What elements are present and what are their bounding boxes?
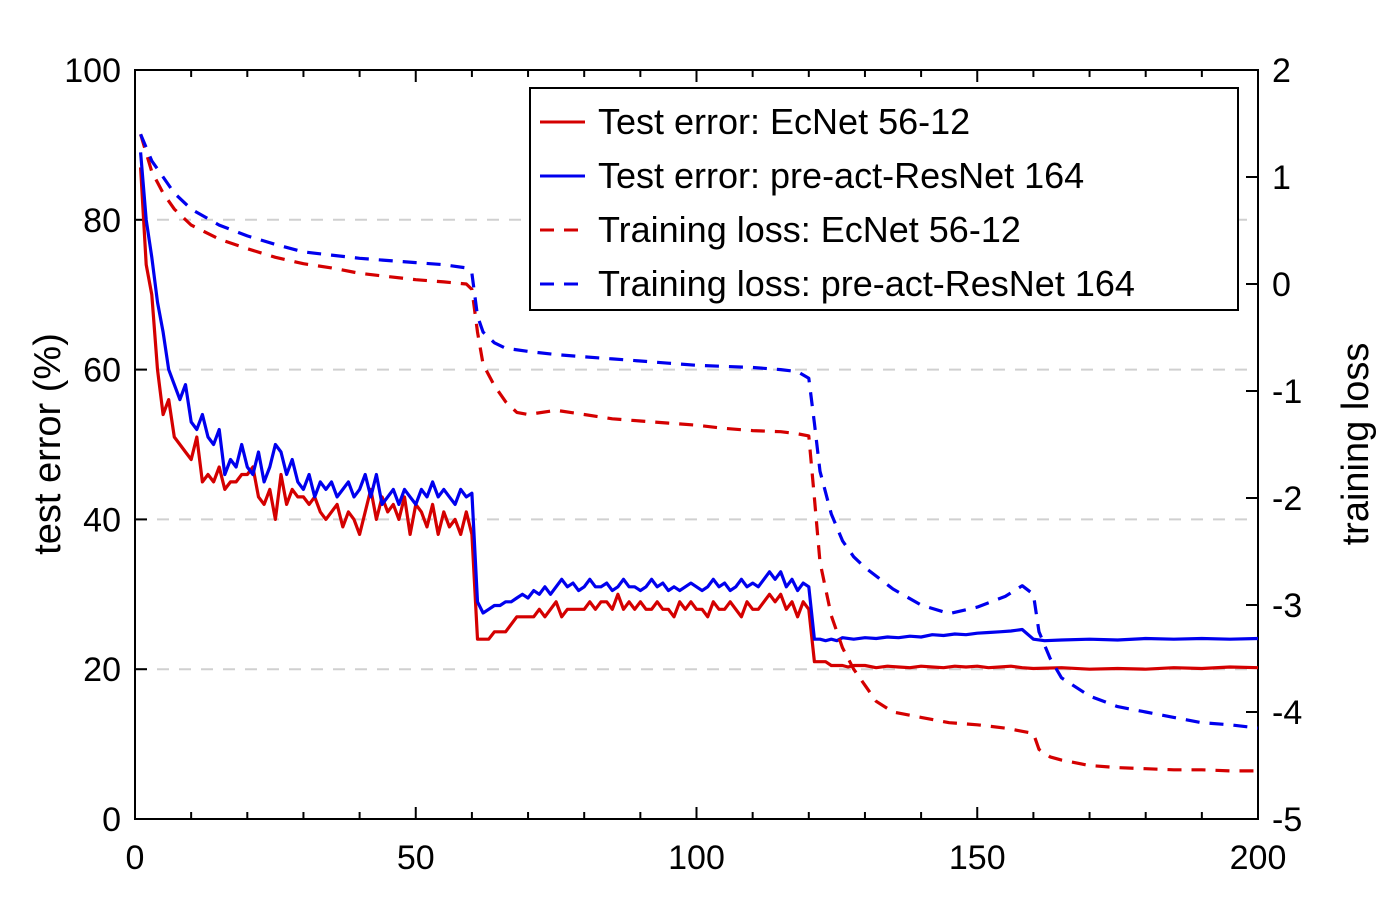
x-tick-label: 200 (1230, 839, 1287, 877)
x-tick-label: 100 (668, 839, 725, 877)
y-tick-label-left: 0 (102, 801, 121, 839)
y-tick-label-left: 40 (83, 501, 121, 539)
series-lines (139, 133, 1259, 773)
x-tick-label: 50 (397, 839, 435, 877)
legend-box (529, 87, 1239, 311)
series-line-0 (139, 167, 1259, 671)
y-tick-label-right: 0 (1272, 266, 1291, 304)
series-line-3 (139, 133, 1259, 730)
legend-label-ecnet-test: Test error: EcNet 56-12 (598, 101, 970, 142)
legend-label-resnet-loss: Training loss: pre-act-ResNet 164 (598, 263, 1135, 304)
legend-label-resnet-test: Test error: pre-act-ResNet 164 (598, 155, 1084, 196)
x-tick-label: 0 (126, 839, 145, 877)
y-tick-label-left: 20 (83, 651, 121, 689)
y-axis-label-left: test error (%) (27, 333, 69, 555)
y-tick-label-right: -1 (1272, 373, 1302, 411)
y-axis-label-right: training loss (1335, 343, 1377, 546)
y-tick-label-left: 60 (83, 352, 121, 390)
y-tick-label-right: -3 (1272, 587, 1302, 625)
legend-label-ecnet-loss: Training loss: EcNet 56-12 (598, 209, 1021, 250)
y-tick-label-right: -2 (1272, 480, 1302, 518)
y-tick-label-right: 1 (1272, 159, 1291, 197)
x-tick-label: 150 (949, 839, 1006, 877)
series-line-1 (139, 152, 1259, 643)
y-tick-label-right: -4 (1272, 694, 1302, 732)
y-tick-label-left: 80 (83, 202, 121, 240)
y-tick-label-right: -5 (1272, 801, 1302, 839)
legend: Test error: EcNet 56-12 Test error: pre-… (529, 87, 1239, 311)
series-line-2 (139, 133, 1258, 773)
y-tick-label-left: 100 (64, 52, 121, 90)
y-tick-label-right: 2 (1272, 52, 1291, 90)
